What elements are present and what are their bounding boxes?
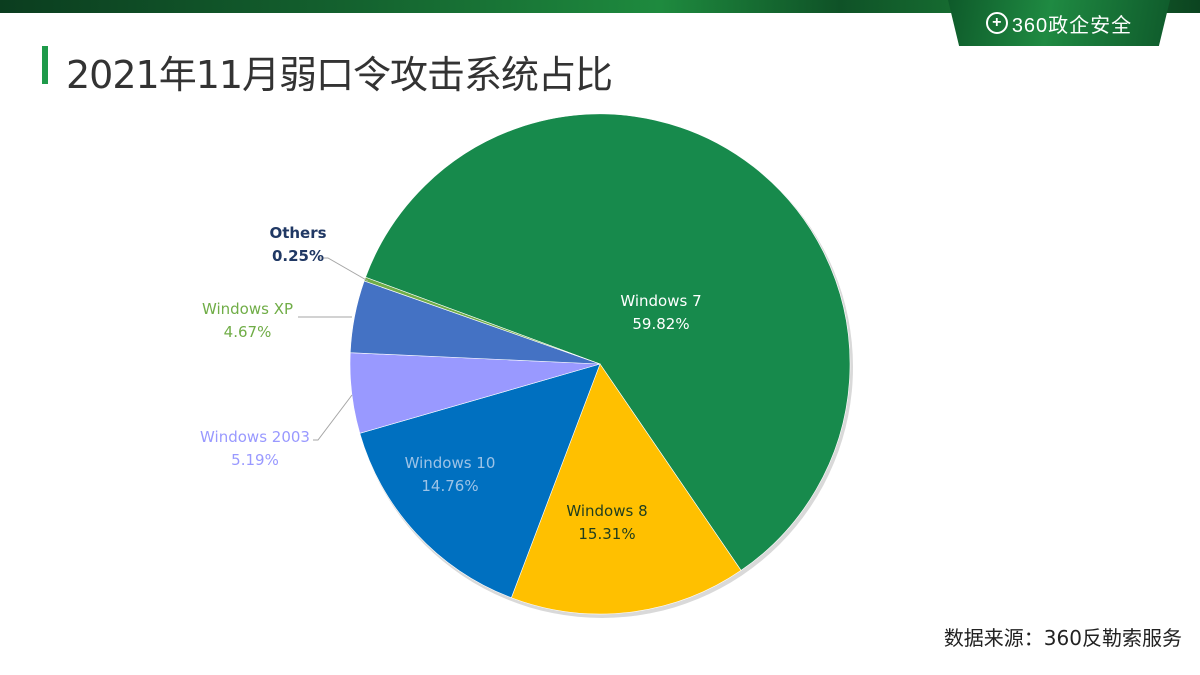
label-value: 15.31% (578, 525, 636, 543)
label-name: Windows 8 (566, 502, 648, 520)
label-windows-2003: Windows 2003 5.19% (190, 426, 320, 472)
label-windows-10: Windows 10 14.76% (390, 452, 510, 498)
label-name: Windows 10 (404, 454, 496, 472)
label-name: Windows 2003 (200, 428, 310, 446)
label-name: Windows 7 (620, 292, 702, 310)
label-value: 4.67% (223, 323, 272, 341)
label-value: 59.82% (632, 315, 690, 333)
data-source: 数据来源：360反勒索服务 (943, 626, 1182, 650)
brand-badge: + 360政企安全 (948, 0, 1170, 46)
leader-line (318, 257, 369, 282)
label-value: 0.25% (271, 247, 325, 265)
label-name: Others (269, 224, 327, 242)
label-windows-7: Windows 7 59.82% (596, 290, 726, 336)
top-banner (0, 0, 1200, 13)
label-others: Others 0.25% (258, 222, 338, 268)
plus-circle-icon: + (985, 12, 1008, 34)
label-value: 14.76% (421, 477, 479, 495)
label-windows-8: Windows 8 15.31% (547, 500, 667, 546)
label-name: Windows XP (201, 300, 294, 318)
pie-slice-windows-10 (359, 363, 601, 599)
pie-slice-windows-7 (365, 113, 851, 571)
label-value: 5.19% (231, 451, 279, 469)
brand-text: 360政企安全 (1011, 14, 1133, 37)
leader-line (313, 394, 353, 441)
page-title: 2021年11月弱口令攻击系统占比 (66, 53, 613, 97)
label-windows-xp: Windows XP 4.67% (190, 298, 305, 344)
title-accent-bar (42, 46, 48, 84)
pie-slice-windows-8 (510, 363, 742, 615)
